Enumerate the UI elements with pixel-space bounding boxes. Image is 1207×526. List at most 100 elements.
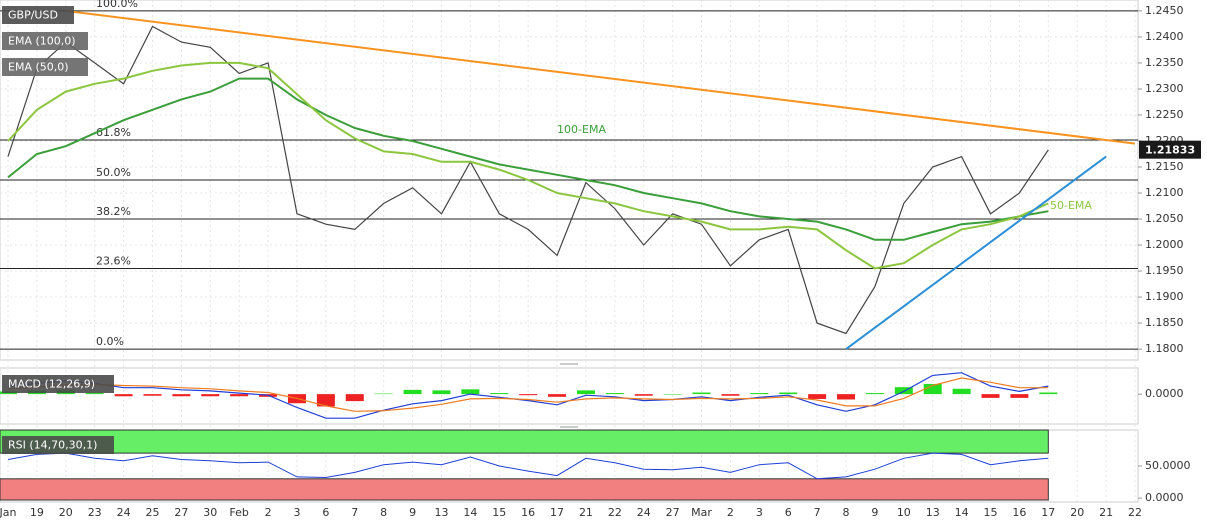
x-tick-label: 24: [117, 506, 131, 519]
x-tick-label: 16: [521, 506, 535, 519]
histogram-bar: [808, 394, 827, 399]
rsi-line: [7, 452, 1049, 480]
oversold-zone: [0, 478, 1049, 501]
histogram-bar: [605, 393, 624, 395]
x-tick-label: 9: [871, 506, 878, 519]
x-tick-label: 2: [727, 506, 734, 519]
label-text: RSI (14,70,30,1): [8, 439, 97, 452]
x-tick-label: 6: [322, 506, 329, 519]
x-tick-label: 19: [30, 506, 44, 519]
y-tick-label: 1.2350: [1145, 56, 1184, 69]
x-tick-label: 17: [550, 506, 564, 519]
last-price-box: [1139, 140, 1201, 159]
x-tick-label: 14: [955, 506, 969, 519]
histogram-bar: [576, 390, 595, 395]
x-tick-label: Feb: [229, 506, 248, 519]
histogram-bar: [519, 394, 538, 396]
histogram-bar: [952, 388, 971, 395]
label-box: [2, 375, 114, 393]
y-tick-label: 1.2250: [1145, 108, 1184, 121]
y-tick-label: 1.1850: [1145, 316, 1184, 329]
y-tick-label: 1.1900: [1145, 290, 1184, 303]
histogram-bar: [981, 394, 1000, 398]
x-tick-label: 2: [265, 506, 272, 519]
histogram-bar: [85, 393, 104, 395]
histogram-bar: [374, 393, 393, 395]
x-tick-label: 24: [637, 506, 651, 519]
x-tick-label: 15: [984, 506, 998, 519]
x-tick-label: 7: [814, 506, 821, 519]
y-tick-label: 1.2000: [1145, 238, 1184, 251]
x-tick-label: 14: [463, 506, 477, 519]
label-text: EMA (50,0): [8, 61, 69, 74]
histogram-bar: [663, 394, 682, 395]
histogram-bar: [316, 394, 335, 407]
y-tick-label: 1.1950: [1145, 264, 1184, 277]
histogram-bar: [201, 394, 220, 397]
x-tick-label: 7: [351, 506, 358, 519]
trendline: [65, 9, 1136, 145]
y-tick-label: 50.0000: [1145, 459, 1191, 472]
x-tick-label: 9: [409, 506, 416, 519]
histogram-bar: [923, 383, 942, 395]
histogram-bar: [461, 389, 480, 395]
x-tick-label: Jan: [0, 506, 17, 519]
label-box: [2, 436, 114, 454]
histogram-bar: [721, 394, 740, 396]
x-tick-label: 30: [203, 506, 217, 519]
x-tick-label: 25: [145, 506, 159, 519]
y-tick-label: 1.2450: [1145, 4, 1184, 17]
fib-label: 23.6%: [96, 254, 131, 267]
label-text: GBP/USD: [8, 9, 58, 22]
histogram-bar: [894, 387, 913, 395]
macd-pane: [0, 367, 1139, 425]
y-tick-label: 1.1800: [1145, 342, 1184, 355]
fib-label: 61.8%: [96, 126, 131, 139]
label-box: [2, 32, 88, 50]
fib-label: 38.2%: [96, 205, 131, 218]
histogram-bar: [345, 394, 364, 402]
x-tick-label: 21: [579, 506, 593, 519]
fib-label: 100.0%: [96, 0, 138, 10]
histogram-bar: [779, 392, 798, 395]
y-tick-label: 1.2150: [1145, 160, 1184, 173]
histogram-bar: [114, 394, 133, 397]
x-tick-label: 8: [843, 506, 850, 519]
x-tick-label: 3: [293, 506, 300, 519]
label-box: [2, 6, 74, 24]
label-text: EMA (100,0): [8, 35, 76, 48]
x-tick-label: 23: [88, 506, 102, 519]
histogram-bar: [1039, 392, 1058, 395]
x-tick-label: 8: [380, 506, 387, 519]
fib-label: 0.0%: [96, 335, 124, 348]
histogram-bar: [490, 393, 509, 395]
ema-line: [7, 77, 1049, 241]
histogram-bar: [692, 392, 711, 395]
x-tick-label: 13: [926, 506, 940, 519]
label-text: MACD (12,26,9): [8, 378, 95, 391]
histogram-bar: [230, 394, 249, 397]
x-tick-label: 15: [492, 506, 506, 519]
trendline: [845, 155, 1107, 350]
x-tick-label: 17: [1041, 506, 1055, 519]
x-tick-label: 10: [897, 506, 911, 519]
histogram-bar: [750, 393, 769, 395]
y-tick-label: 1.2300: [1145, 82, 1184, 95]
y-tick-label: 0.0000: [1145, 387, 1184, 400]
x-tick-label: 21: [1099, 506, 1113, 519]
x-tick-label: 13: [434, 506, 448, 519]
histogram-bar: [634, 394, 653, 396]
ema-line: [7, 61, 1049, 270]
last-price: 1.21833: [1145, 144, 1195, 157]
x-tick-label: 20: [59, 506, 73, 519]
y-tick-label: 1.2050: [1145, 212, 1184, 225]
x-tick-label: 27: [174, 506, 188, 519]
x-tick-label: 20: [1070, 506, 1084, 519]
x-tick-label: 22: [608, 506, 622, 519]
histogram-bar: [143, 394, 162, 396]
x-tick-label: 22: [1128, 506, 1142, 519]
histogram-bar: [172, 394, 191, 397]
x-tick-label: 16: [1012, 506, 1026, 519]
annotation: 100-EMA: [557, 123, 606, 136]
